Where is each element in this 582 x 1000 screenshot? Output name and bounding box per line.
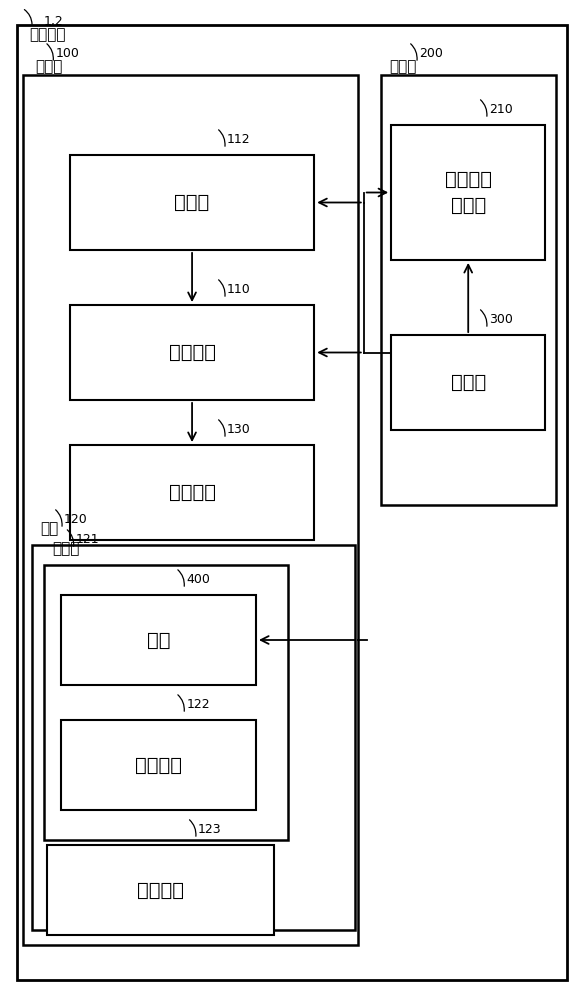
Bar [32,545,355,930]
Bar [61,595,256,685]
Bar [70,305,314,400]
Text: 固定部件: 固定部件 [135,756,182,774]
Text: 400: 400 [186,573,210,586]
Text: 盖板: 盖板 [41,521,59,536]
Text: 电子设备: 电子设备 [29,27,66,42]
Text: 110: 110 [227,283,251,296]
Text: 背光源: 背光源 [175,193,210,212]
Bar [391,125,545,260]
Text: 显示面板: 显示面板 [169,343,215,362]
Text: 123: 123 [198,823,222,836]
Bar [70,445,314,540]
Text: 210: 210 [489,103,513,116]
Text: 显示部: 显示部 [35,59,62,74]
Text: 1,2: 1,2 [44,15,63,28]
Text: 开口部: 开口部 [52,541,80,556]
Bar [44,565,288,840]
Bar [391,335,545,430]
Text: 200: 200 [419,47,443,60]
Text: 122: 122 [186,698,210,711]
Text: 控制部: 控制部 [389,59,416,74]
Bar [61,720,256,810]
Text: 130: 130 [227,423,251,436]
Text: 121: 121 [76,533,100,546]
Text: 300: 300 [489,313,513,326]
Text: 输入部: 输入部 [450,373,486,392]
Bar [23,75,358,945]
Bar [47,845,274,935]
Bar [70,155,314,250]
Text: 120: 120 [64,513,88,526]
Text: 粘接部件: 粘接部件 [169,483,215,502]
Text: 100: 100 [55,47,79,60]
Text: 112: 112 [227,133,251,146]
Text: 显示控制
处理部: 显示控制 处理部 [445,170,492,215]
Text: 遮光区域: 遮光区域 [137,880,183,900]
Text: 设备: 设备 [147,630,171,650]
Bar [381,75,556,505]
